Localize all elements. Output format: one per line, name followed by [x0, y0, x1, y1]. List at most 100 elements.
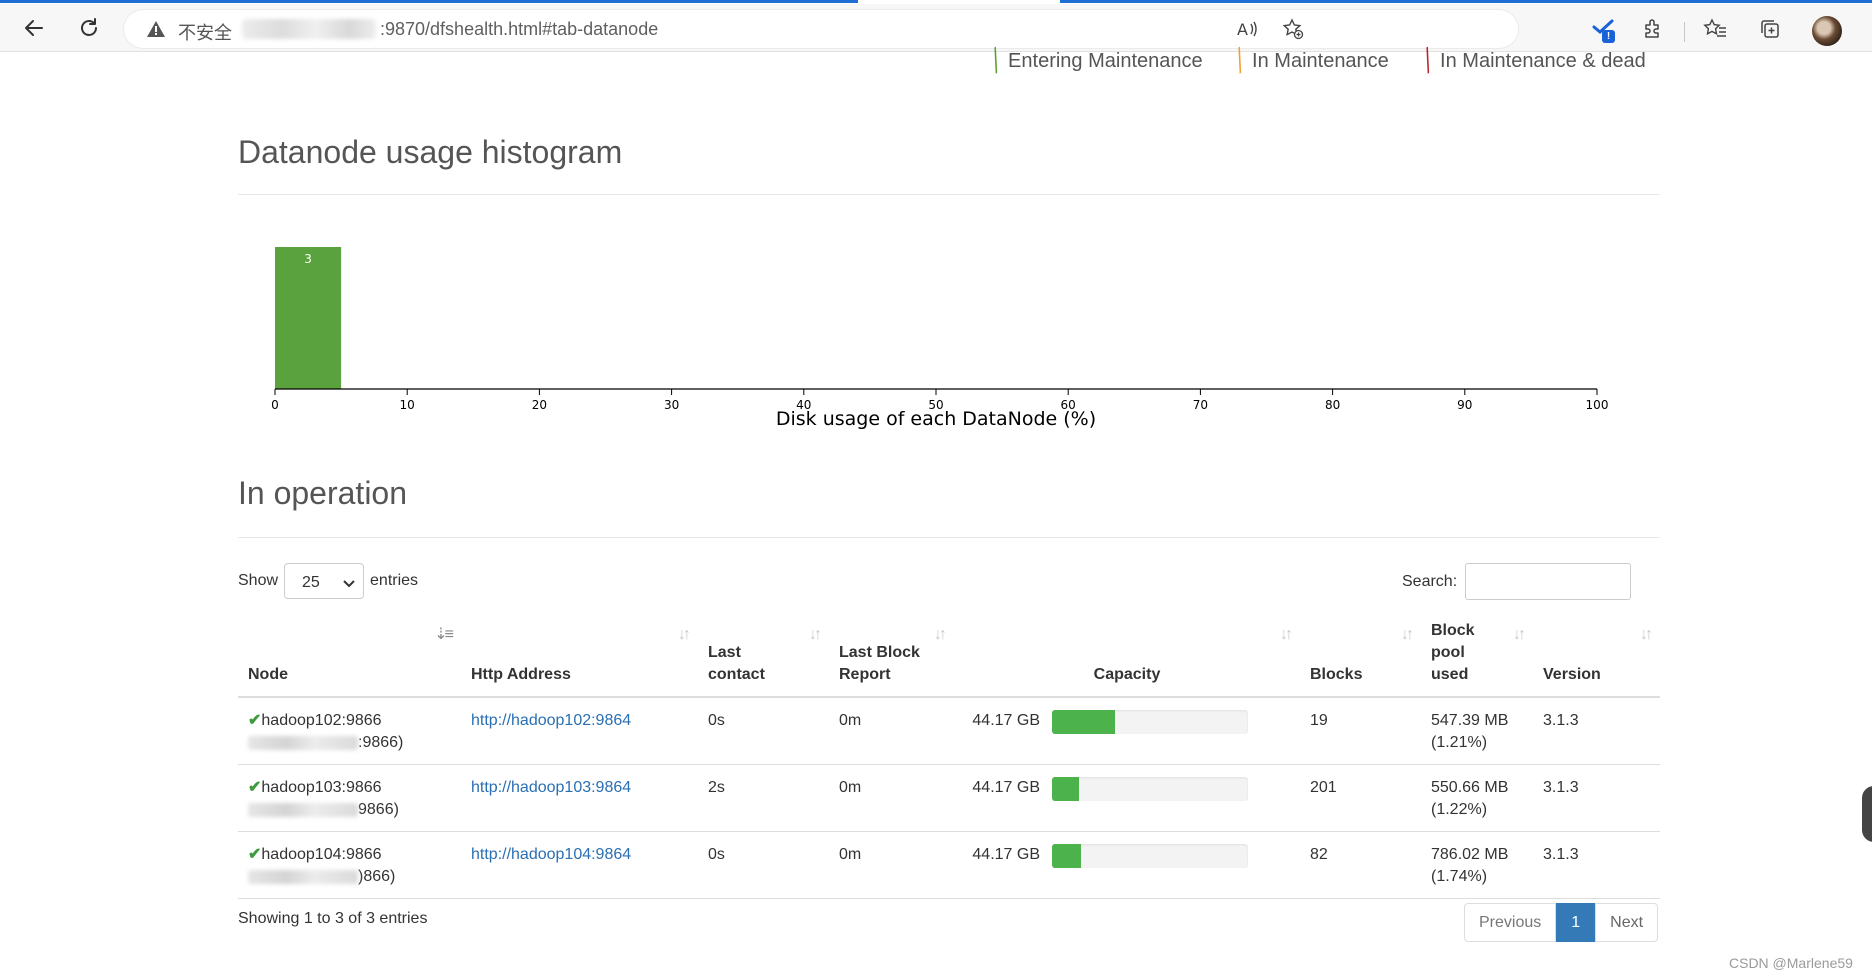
capacity-value: 44.17 GB [972, 846, 1040, 863]
capacity-cell: 44.17 GB [954, 764, 1300, 832]
sort-icon[interactable]: ↓↑ [678, 626, 691, 643]
security-label[interactable]: 不安全 [178, 23, 232, 44]
refresh-icon[interactable] [75, 14, 103, 42]
capacity-usage-bar [1052, 710, 1248, 734]
capacity-cell: 44.17 GB [954, 697, 1300, 765]
histogram-bar-label: 3 [304, 252, 312, 266]
next-page-button[interactable]: Next [1595, 903, 1659, 942]
x-axis-tick-label: 0 [271, 398, 279, 412]
check-icon: ✔ [248, 779, 262, 796]
favorites-icon[interactable] [1700, 14, 1730, 44]
column-header-block-pool-used[interactable]: ↓↑ Block pool used [1421, 620, 1533, 698]
previous-page-button[interactable]: Previous [1464, 903, 1557, 942]
current-page-button[interactable]: 1 [1556, 903, 1596, 942]
capacity-usage-fill [1052, 844, 1082, 868]
sort-icon[interactable]: ↓↑ [1280, 626, 1293, 643]
sort-icon[interactable]: ↓↑ [934, 626, 947, 643]
http-address-link[interactable]: http://hadoop103:9864 [471, 779, 632, 796]
add-favorite-icon[interactable] [1278, 14, 1308, 44]
table-summary: Showing 1 to 3 of 3 entries [238, 910, 428, 927]
block-pool-used-cell: 786.02 MB (1.74%) [1421, 831, 1533, 899]
warning-icon[interactable] [146, 20, 166, 43]
chevron-down-icon [343, 576, 355, 594]
pool-used-percent: (1.74%) [1431, 868, 1488, 885]
browser-toolbar: 不安全 :9870/dfshealth.html#tab-datanode A … [0, 4, 1872, 52]
pagination: Previous 1 Next [1464, 903, 1659, 942]
column-header-last-contact[interactable]: ↓↑ Last contact [698, 620, 829, 698]
address-bar[interactable]: 不安全 :9870/dfshealth.html#tab-datanode A [124, 10, 1518, 48]
x-axis-tick-label: 80 [1325, 398, 1340, 412]
column-header-capacity[interactable]: ↓↑ Capacity [954, 620, 1300, 698]
legend-label: Entering Maintenance [1008, 50, 1203, 72]
search-label: Search: [1402, 572, 1458, 590]
side-panel-handle[interactable] [1862, 786, 1872, 842]
capacity-cell: 44.17 GB [954, 831, 1300, 899]
watermark: CSDN @Marlene59 [1729, 955, 1853, 971]
column-header-node[interactable]: ⇣≡ Node [238, 620, 461, 698]
x-axis-tick-label: 90 [1457, 398, 1472, 412]
last-contact-cell: 0s [698, 697, 829, 765]
profile-avatar[interactable] [1812, 16, 1842, 46]
svg-text:A: A [1237, 20, 1248, 39]
table-row: ✔hadoop103:9866 9866) http://hadoop103:986… [238, 764, 1660, 832]
last-block-report-cell: 0m [829, 764, 954, 832]
table-header-row: ⇣≡ Node ↓↑ Http Address ↓↑ Last contact ↓↑ L… [238, 620, 1660, 698]
divider [238, 194, 1660, 195]
divider [238, 537, 1660, 538]
http-cell: http://hadoop102:9864 [461, 697, 698, 765]
version-cell: 3.1.3 [1533, 764, 1660, 832]
entries-label: entries [370, 572, 419, 589]
histogram-title: Datanode usage histogram [238, 134, 623, 170]
x-axis-tick-label: 60 [1061, 398, 1076, 412]
sort-icon[interactable]: ↓↑ [809, 626, 822, 643]
url-text[interactable]: :9870/dfshealth.html#tab-datanode [380, 19, 659, 39]
legend-label: In Maintenance & dead [1440, 50, 1646, 72]
column-header-http-address[interactable]: ↓↑ Http Address [461, 620, 698, 698]
http-cell: http://hadoop104:9864 [461, 831, 698, 899]
tab-active-indicator [0, 0, 858, 3]
pool-used-value: 550.66 MB [1431, 779, 1509, 796]
search-input[interactable] [1465, 563, 1632, 600]
capacity-usage-fill [1052, 777, 1080, 801]
node-ip-blurred [248, 869, 358, 884]
read-aloud-icon[interactable]: A [1232, 14, 1262, 44]
x-axis-tick-label: 40 [796, 398, 811, 412]
column-header-version[interactable]: ↓↑ Version [1533, 620, 1660, 698]
table-row: ✔hadoop102:9866:9866) http://hadoop102:98… [238, 697, 1660, 765]
blocks-cell: 19 [1300, 697, 1421, 765]
sort-icon[interactable]: ↓↑ [1401, 626, 1414, 643]
last-block-report-cell: 0m [829, 831, 954, 899]
version-cell: 3.1.3 [1533, 831, 1660, 899]
page-size-select[interactable]: 25 [284, 563, 365, 599]
toolbar-separator [1684, 22, 1685, 42]
x-axis-tick-label: 70 [1193, 398, 1208, 412]
sort-ascending-icon[interactable]: ⇣≡ [434, 626, 454, 643]
node-ip-suffix: )866) [358, 868, 396, 885]
tab-indicator [1060, 0, 1872, 3]
extensions-puzzle-icon[interactable] [1638, 14, 1668, 44]
show-label: Show [238, 572, 279, 589]
node-cell: ✔hadoop102:9866:9866) [238, 697, 461, 765]
last-block-report-cell: 0m [829, 697, 954, 765]
legend-in-maintenance-dead: ╱In Maintenance & dead [1418, 48, 1646, 73]
table-row: ✔hadoop104:9866)866) http://hadoop104:986… [238, 831, 1660, 899]
extension-badge: ! [1602, 30, 1615, 43]
check-icon: ✔ [248, 846, 262, 863]
column-header-last-block-report[interactable]: ↓↑ Last Block Report [829, 620, 954, 698]
http-cell: http://hadoop103:9864 [461, 764, 698, 832]
back-icon[interactable] [20, 14, 48, 42]
last-contact-cell: 0s [698, 831, 829, 899]
version-cell: 3.1.3 [1533, 697, 1660, 765]
column-header-blocks[interactable]: ↓↑ Blocks [1300, 620, 1421, 698]
node-cell: ✔hadoop104:9866)866) [238, 831, 461, 899]
http-address-link[interactable]: http://hadoop102:9864 [471, 712, 632, 729]
node-name: hadoop102:9866 [261, 712, 382, 729]
wrench-icon: ╱ [985, 48, 1007, 74]
http-address-link[interactable]: http://hadoop104:9864 [471, 846, 632, 863]
extension-icon[interactable]: ! [1588, 14, 1618, 44]
sort-icon[interactable]: ↓↑ [1640, 626, 1653, 643]
sort-icon[interactable]: ↓↑ [1513, 626, 1526, 643]
collections-icon[interactable] [1755, 14, 1785, 44]
capacity-value: 44.17 GB [972, 712, 1040, 729]
